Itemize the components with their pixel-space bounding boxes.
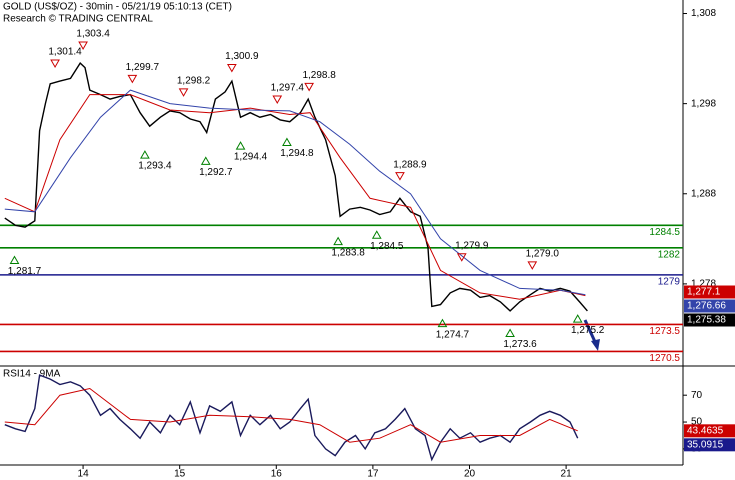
pivot-label: 1,303.4 [76,29,110,40]
series-line [4,387,578,443]
pivot-label: 1,298.8 [302,70,336,81]
pivot-label: 1,279.0 [526,249,560,260]
peak-marker [395,172,405,181]
price-tag-label: 1,275.38 [687,315,726,326]
pivot-label: 1,293.4 [138,161,172,172]
peak-marker [78,41,88,50]
series-line [4,94,586,300]
pivot-label: 1,294.8 [280,148,314,159]
pivot-label: 1,300.9 [225,51,259,62]
projection-arrow-head [591,339,600,351]
pivot-label: 1,297.4 [271,83,305,94]
trough-marker [572,314,583,323]
pivot-label: 1,279.9 [455,240,489,251]
trough-marker [140,150,150,159]
pivot-label: 1,288.9 [393,159,427,170]
trough-marker [200,156,211,165]
y-tick-label: 1,308 [691,8,716,19]
trough-marker [9,255,20,265]
price-tag [684,299,735,313]
y-tick-label: 70 [691,390,703,401]
y-tick-label: 1,288 [691,188,716,199]
series-line [4,89,586,296]
price-tag [684,285,735,299]
y-tick-label: 1,298 [691,98,716,109]
peak-marker [456,253,467,262]
pivot-label: 1,284.5 [370,241,404,252]
peak-marker [127,74,138,84]
level-label: 1282 [658,249,681,260]
y-tick-label: 1,278 [691,279,716,290]
trough-marker [235,141,246,150]
pivot-label: 1,298.2 [177,75,211,86]
price-tag [684,424,735,438]
pivot-label: 1,299.7 [126,62,160,73]
level-label: 1270.5 [649,353,680,364]
price-tag-label: 43.4635 [687,425,724,436]
x-tick-label: 14 [78,469,90,480]
x-tick-label: 17 [367,469,379,480]
price-tag [684,313,735,327]
trough-marker [437,318,448,328]
trough-marker [505,328,515,338]
series-line [4,62,588,312]
peak-marker [304,82,314,92]
peak-marker [527,261,538,270]
peak-marker [226,64,237,73]
trough-marker [333,236,343,246]
trough-marker [371,230,382,239]
level-label: 1273.5 [649,326,680,337]
pivot-label: 1,281.7 [8,266,42,277]
pivot-label: 1,274.7 [436,329,470,340]
x-tick-label: 15 [174,469,186,480]
series-line [4,374,579,462]
chart-subtitle: Research © TRADING CENTRAL [3,14,153,25]
price-tag [684,438,735,452]
price-tag-label: 1,276.66 [687,301,726,312]
x-tick-label: 16 [271,469,283,480]
pivot-label: 1,292.7 [199,167,233,178]
chart-title: GOLD (US$/OZ) - 30min - 05/21/19 05:10:1… [3,2,232,13]
pivot-label: 1,273.6 [503,339,537,350]
rsi-title: RSI14 - 9MA [3,369,61,380]
price-tag-label: 35.0915 [687,439,724,450]
trough-marker [282,137,292,146]
x-tick-label: 21 [561,469,573,480]
level-label: 1279 [658,277,681,288]
pivot-label: 1,294.4 [234,152,268,163]
pivot-label: 1,283.8 [331,247,365,258]
peak-marker [50,59,60,69]
price-tag-label: 1,277.1 [687,287,721,298]
x-tick-label: 20 [464,469,476,480]
pivot-label: 1,301.4 [48,47,82,58]
level-label: 1284.5 [649,227,680,238]
y-tick-label: 50 [691,417,703,428]
peak-marker [272,95,283,105]
peak-marker [178,88,189,97]
pivot-label: 1,275.2 [571,325,605,336]
